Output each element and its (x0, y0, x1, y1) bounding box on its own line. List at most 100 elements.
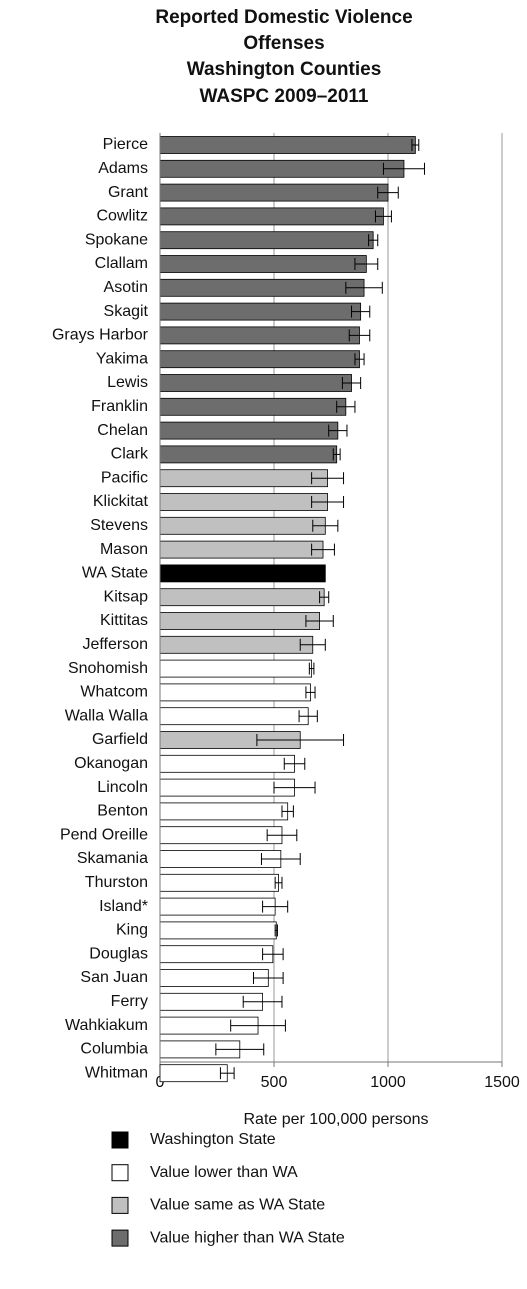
error-bar (311, 472, 345, 485)
error-bar (368, 234, 379, 247)
y-tick-label: Grays Harbor (52, 327, 149, 344)
error-bar (311, 496, 345, 508)
legend-swatch (111, 1196, 129, 1214)
error-bar (411, 139, 420, 151)
error-bar (351, 305, 371, 318)
y-tick-label: Clallam (95, 255, 148, 272)
bar (159, 302, 362, 321)
y-tick-label: Thurston (85, 874, 148, 891)
bar (159, 374, 352, 392)
y-tick-label: Spokane (85, 231, 148, 248)
error-bar (299, 638, 326, 651)
chart-title: WASPC 2009–2011 (199, 86, 368, 107)
y-tick-label: Skamania (77, 850, 148, 867)
y-tick-label: Whatcom (80, 684, 148, 701)
y-tick-label: Benton (97, 803, 148, 820)
error-bar (312, 519, 339, 532)
bar (159, 754, 295, 773)
error-bar (281, 805, 294, 818)
bar (159, 255, 367, 273)
y-tick-label: Jefferson (82, 636, 148, 653)
legend-label: Value lower than WA (150, 1164, 298, 1181)
error-bar (260, 853, 301, 865)
error-bar (274, 876, 283, 889)
bar (159, 945, 274, 964)
error-bar (332, 448, 341, 461)
bar (159, 183, 389, 202)
error-bar (262, 900, 289, 913)
bar (159, 635, 314, 654)
y-tick-label: Kittitas (100, 612, 148, 629)
error-bar (242, 995, 283, 1008)
bar (159, 469, 328, 488)
bar (159, 278, 365, 297)
bar (159, 873, 279, 892)
y-tick-label: Clark (111, 446, 149, 463)
error-bar (319, 591, 330, 604)
bar (159, 707, 309, 726)
bar (159, 136, 416, 154)
y-tick-label: Asotin (104, 279, 148, 296)
y-tick-label: San Juan (80, 969, 148, 986)
x-axis-label: Rate per 100,000 persons (243, 1111, 428, 1128)
error-bar (252, 972, 284, 984)
legend-label: Value higher than WA State (150, 1229, 345, 1246)
error-bar (266, 829, 298, 842)
legend-label: Value same as WA State (150, 1197, 325, 1214)
bar (159, 493, 328, 511)
bar (159, 897, 276, 916)
y-tick-label: Ferry (111, 993, 148, 1010)
error-bar (305, 686, 316, 699)
error-bar (311, 543, 335, 556)
y-tick-label: Douglas (89, 945, 148, 962)
bar (159, 159, 405, 178)
y-tick-label: Columbia (80, 1041, 148, 1058)
y-tick-label: Skagit (104, 303, 149, 320)
y-tick-label: WA State (82, 565, 148, 582)
x-tick-label: 0 (156, 1074, 165, 1091)
bar (159, 826, 283, 845)
bar (159, 588, 325, 607)
error-bar (274, 924, 278, 937)
bar (159, 683, 311, 702)
y-tick-label: Grant (108, 184, 149, 201)
y-tick-label: Whitman (85, 1064, 148, 1081)
error-bar (298, 710, 318, 723)
y-tick-label: Klickitat (93, 493, 149, 510)
legend-swatch (111, 1164, 129, 1182)
error-bar (348, 329, 371, 342)
bar (159, 564, 326, 583)
y-tick-label: Lincoln (97, 779, 148, 796)
bar (159, 397, 347, 416)
x-tick-label: 1000 (370, 1074, 406, 1091)
x-tick-label: 500 (261, 1074, 288, 1091)
y-tick-label: Snohomish (68, 660, 148, 677)
bar (159, 969, 269, 987)
error-bar (341, 377, 362, 389)
y-tick-label: Chelan (97, 422, 148, 439)
y-tick-label: Wahkiakum (65, 1017, 148, 1034)
legend-swatch (111, 1131, 129, 1149)
bar (159, 1064, 228, 1083)
bar (159, 516, 326, 535)
error-bar (336, 400, 356, 413)
chart-title: Reported Domestic Violence (155, 7, 412, 28)
legend-label: Washington State (150, 1131, 276, 1148)
bar (159, 802, 289, 821)
bar (159, 350, 360, 369)
legend-swatch (111, 1229, 129, 1247)
error-bar (382, 162, 425, 175)
y-tick-label: Walla Walla (65, 707, 148, 724)
y-tick-label: Franklin (91, 398, 148, 415)
bar (159, 326, 360, 345)
x-tick-label: 1500 (484, 1074, 520, 1091)
y-tick-label: Island* (99, 898, 148, 915)
error-bar (308, 662, 315, 675)
error-bar (354, 258, 379, 270)
bar (159, 231, 374, 250)
y-tick-label: Cowlitz (96, 208, 148, 225)
y-tick-label: Yakima (96, 350, 148, 367)
bar (159, 921, 277, 940)
y-tick-label: Stevens (90, 517, 148, 534)
